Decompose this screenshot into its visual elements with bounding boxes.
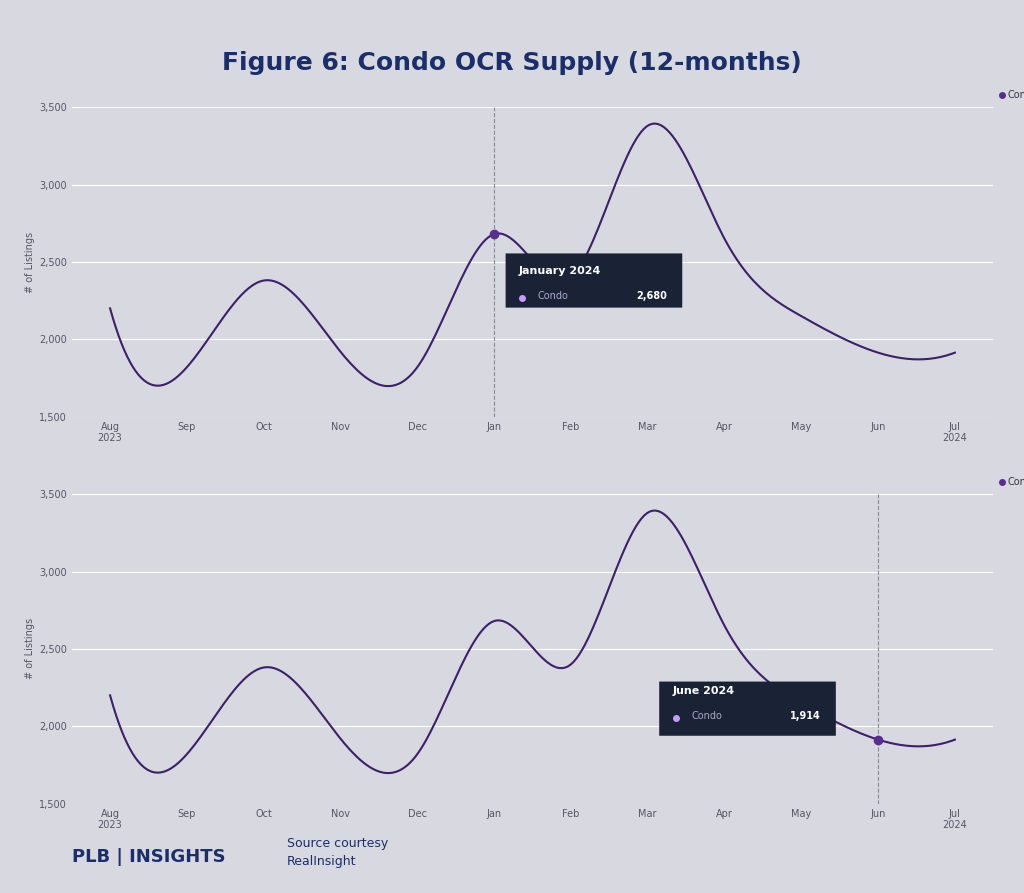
Text: Figure 6: Condo OCR Supply (12-months): Figure 6: Condo OCR Supply (12-months): [222, 51, 802, 74]
Text: Condo: Condo: [691, 712, 722, 722]
Text: January 2024: January 2024: [518, 266, 601, 276]
Text: June 2024: June 2024: [672, 686, 734, 697]
Text: Condo: Condo: [1007, 90, 1024, 100]
Text: Condo: Condo: [538, 291, 568, 301]
Text: Condo: Condo: [1007, 477, 1024, 487]
Text: PLB | INSIGHTS: PLB | INSIGHTS: [72, 848, 225, 866]
Y-axis label: # of Listings: # of Listings: [25, 618, 35, 680]
Text: Source courtesy
RealInsight: Source courtesy RealInsight: [287, 838, 388, 868]
Y-axis label: # of Listings: # of Listings: [25, 231, 35, 293]
FancyBboxPatch shape: [506, 254, 682, 307]
Text: 1,914: 1,914: [790, 712, 820, 722]
FancyBboxPatch shape: [659, 681, 836, 736]
Text: 2,680: 2,680: [636, 291, 667, 301]
